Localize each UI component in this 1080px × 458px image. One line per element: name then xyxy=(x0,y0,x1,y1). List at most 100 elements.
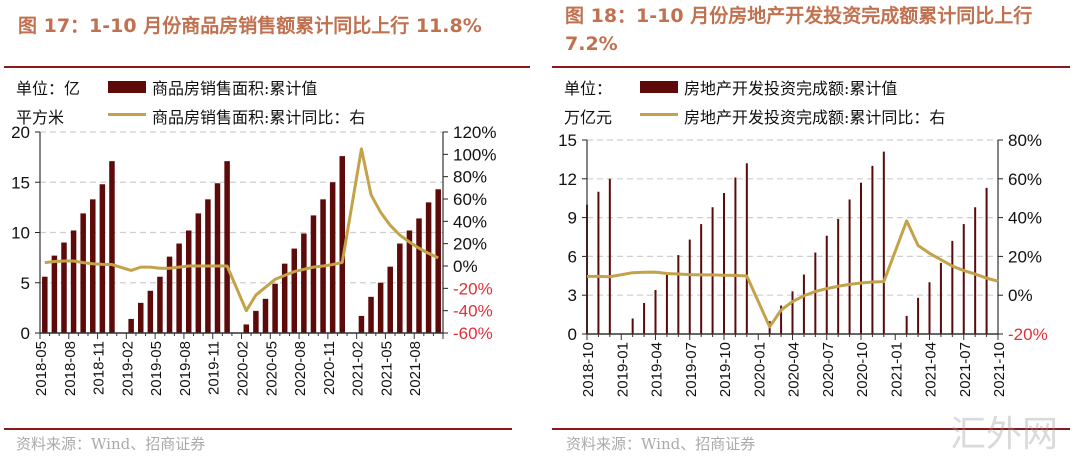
bar xyxy=(962,224,965,334)
chart1-legend-line: 商品房销售面积:累计同比：右 xyxy=(152,108,366,127)
x-tick-label: 2019-02 xyxy=(119,341,136,396)
bar xyxy=(688,239,691,334)
bar xyxy=(90,199,96,333)
x-tick-label: 2019-10 xyxy=(717,342,734,397)
y-left-tick-label: 12 xyxy=(558,170,577,189)
bar xyxy=(61,242,67,333)
bar xyxy=(358,315,365,333)
bar xyxy=(985,187,988,334)
chart2-source: 资料来源：Wind、招商证券 xyxy=(566,435,756,453)
chart2-legend-line-swatch xyxy=(640,113,678,116)
chart1-legend-bar-swatch xyxy=(108,81,146,93)
y-right-tick-label: 80% xyxy=(1008,131,1042,150)
x-tick-label: 2020-10 xyxy=(854,342,871,397)
x-tick-label: 2019-07 xyxy=(683,342,700,397)
x-tick-label: 2020-08 xyxy=(292,341,309,396)
chart2-legend-bar: 房地产开发投资完成额:累计值 xyxy=(684,79,898,98)
x-tick-label: 2018-05 xyxy=(33,341,50,396)
y-left-tick-label: 9 xyxy=(568,209,577,228)
x-tick-label: 2019-04 xyxy=(649,342,666,397)
bar xyxy=(608,178,611,334)
bar xyxy=(848,199,851,334)
bar xyxy=(871,165,874,334)
y-right-tick-label: 40% xyxy=(453,212,487,231)
x-tick-label: 2021-02 xyxy=(350,341,367,396)
y-right-tick-label: 60% xyxy=(453,190,487,209)
chart1-title: 图 17：1-10 月份商品房销售额累计同比上行 11.8% xyxy=(18,15,482,37)
bar xyxy=(734,177,737,334)
x-tick-label: 2018-10 xyxy=(580,342,597,397)
bar xyxy=(406,230,413,333)
y-right-tick-label: 100% xyxy=(453,145,496,164)
bar xyxy=(791,291,794,334)
bar xyxy=(643,302,646,334)
bar xyxy=(654,290,657,334)
chart2-title: 图 18：1-10 月份房地产开发投资完成额累计同比上行 7.2% xyxy=(565,5,1033,55)
chart2-unit-label-2: 万亿元 xyxy=(564,108,613,127)
chart2-unit-label: 单位： xyxy=(564,79,613,98)
bar xyxy=(387,266,393,333)
bar xyxy=(195,213,202,333)
bar xyxy=(310,215,317,333)
bar xyxy=(51,255,58,333)
bar xyxy=(711,207,714,334)
x-tick-label: 2019-05 xyxy=(148,341,165,396)
y-right-tick-label: -20% xyxy=(1008,325,1048,344)
chart1-source: 资料来源：Wind、招商证券 xyxy=(16,435,206,453)
bar xyxy=(157,276,163,333)
y-right-tick-label: 0% xyxy=(1008,286,1033,305)
x-tick-label: 2020-07 xyxy=(820,342,837,397)
yoy-line xyxy=(587,219,999,329)
x-tick-label: 2020-01 xyxy=(751,342,768,397)
bar xyxy=(272,283,278,333)
chart1-top-rule xyxy=(4,66,530,68)
chart1-unit-label: 单位：亿 xyxy=(16,79,81,98)
bar xyxy=(253,310,259,333)
bar xyxy=(631,318,634,334)
x-tick-label: 2021-01 xyxy=(888,342,905,397)
bar xyxy=(665,274,668,334)
chart1-legend-bar: 商品房销售面积:累计值 xyxy=(152,79,318,98)
y-left-tick-label: 3 xyxy=(568,286,577,305)
bar xyxy=(42,276,48,333)
bar xyxy=(224,161,230,333)
bar xyxy=(939,262,942,334)
y-left-tick-label: 5 xyxy=(21,274,30,293)
x-tick-label: 2021-08 xyxy=(407,341,424,396)
bar xyxy=(416,218,422,333)
y-right-tick-label: -40% xyxy=(453,302,493,321)
bar xyxy=(147,290,154,333)
chart-1: 0 5 10 15 20 -60% -40% -20% 0% 20% 40% 60% 80% 100% 12… xyxy=(11,123,496,396)
x-tick-label: 2019-01 xyxy=(614,342,631,397)
x-tick-label: 2019-11 xyxy=(206,341,223,395)
bar xyxy=(825,235,828,334)
bar xyxy=(951,240,954,334)
bar xyxy=(882,151,885,334)
y-right-tick-label: 20% xyxy=(453,235,487,254)
y-right-tick-label: 20% xyxy=(1008,247,1042,266)
x-tick-label: 2021-10 xyxy=(991,342,1008,397)
bar xyxy=(425,202,432,333)
bar xyxy=(974,207,977,334)
bar xyxy=(377,282,384,333)
chart-2: 0 3 6 9 12 15 -20% 0% 20% 40% 60% 80% 2018-10 2019-01… xyxy=(558,131,1048,397)
bar xyxy=(214,183,221,333)
bar xyxy=(185,230,192,333)
chart1-legend-line-swatch xyxy=(108,113,146,116)
bar xyxy=(301,233,307,333)
bar xyxy=(723,193,725,334)
y-left-tick-label: 0 xyxy=(21,324,30,343)
x-tick-label: 2020-02 xyxy=(235,341,252,396)
y-right-tick-label: -20% xyxy=(453,279,493,298)
x-tick-label: 2020-04 xyxy=(786,342,803,397)
y-right-tick-label: 60% xyxy=(1008,170,1042,189)
bar xyxy=(281,263,288,333)
x-tick-label: 2020-05 xyxy=(263,341,280,396)
bar xyxy=(109,161,115,333)
bar xyxy=(128,318,134,333)
bar xyxy=(99,184,106,333)
y-right-tick-label: 80% xyxy=(453,168,487,187)
bar xyxy=(928,282,931,334)
bar xyxy=(745,163,748,334)
bar xyxy=(917,297,920,334)
